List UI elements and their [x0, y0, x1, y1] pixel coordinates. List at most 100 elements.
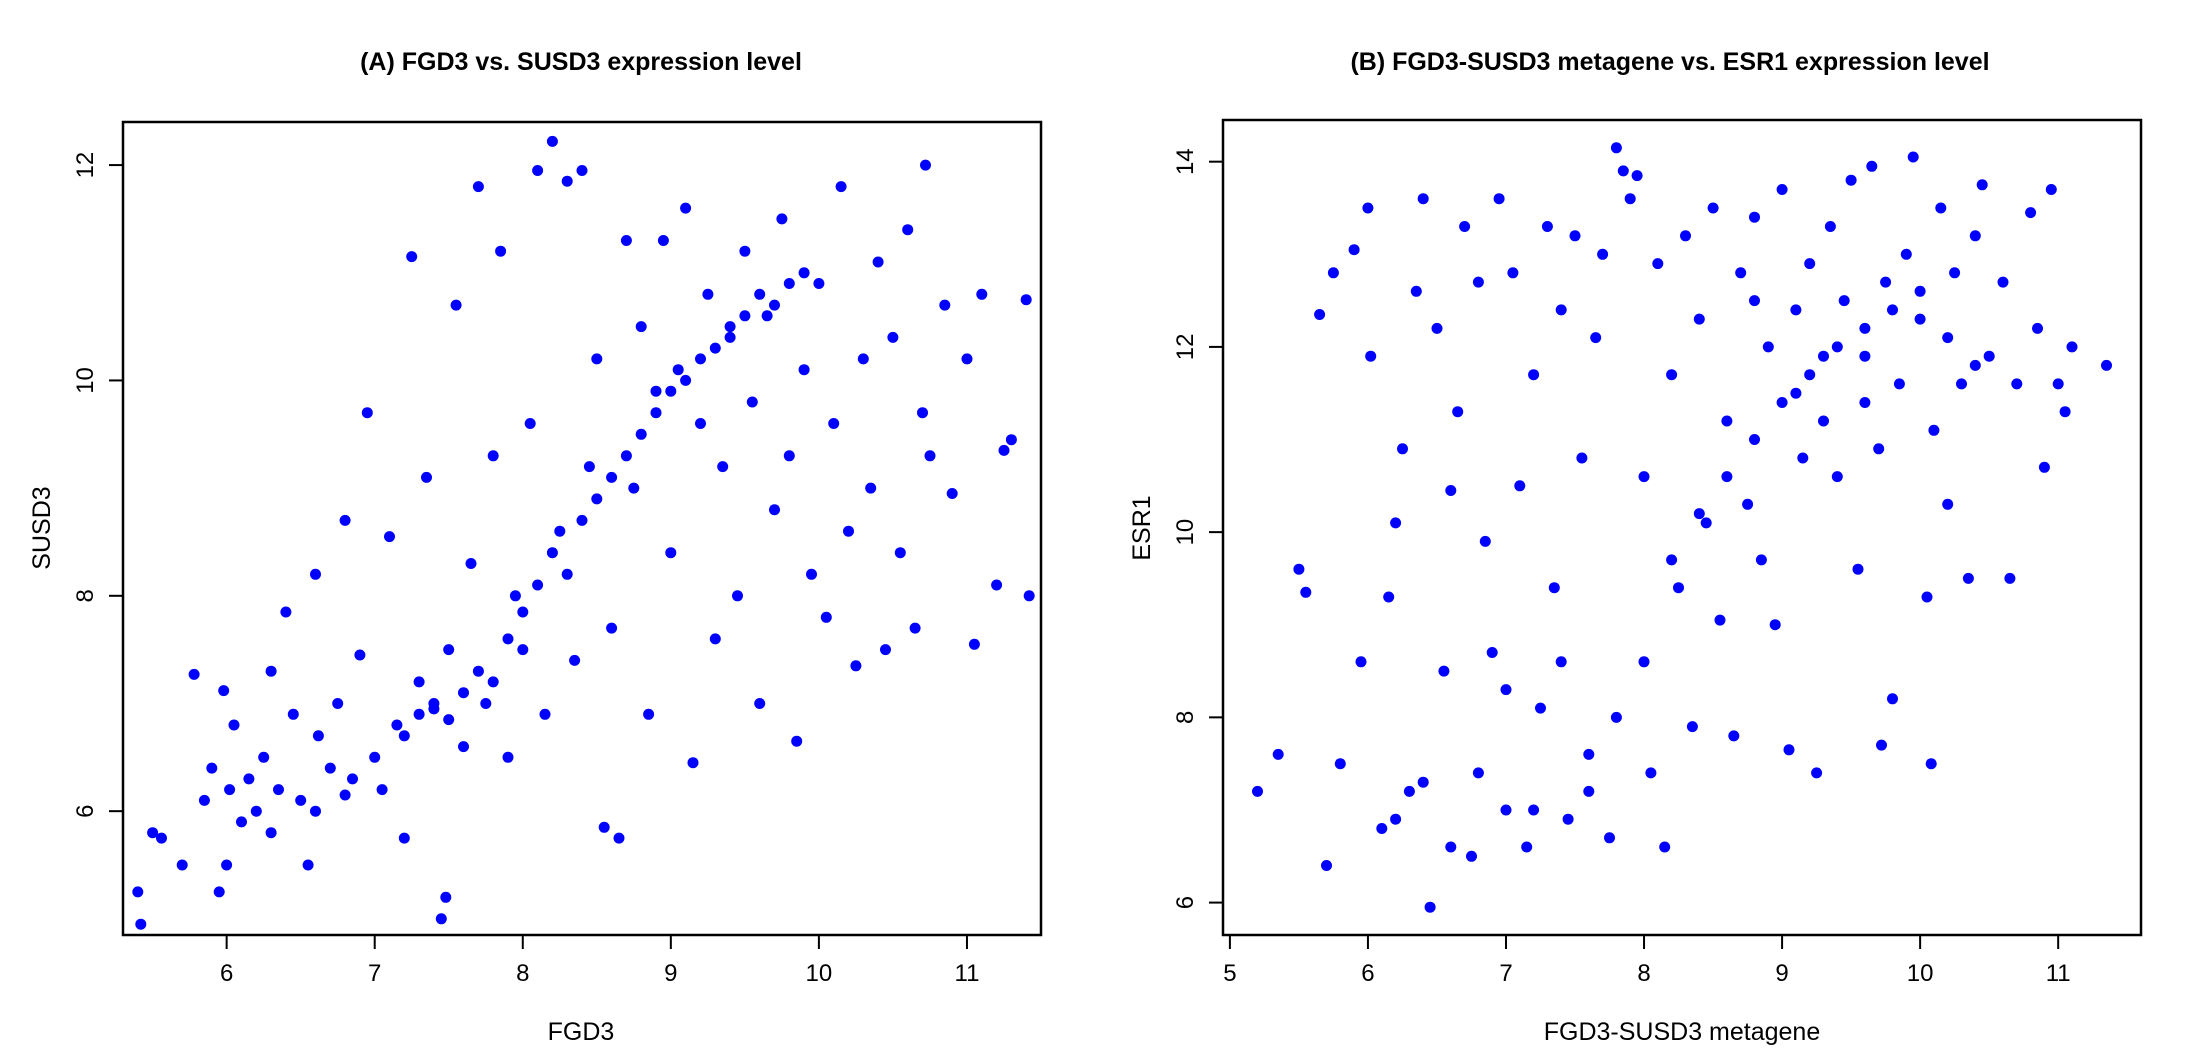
chart-b-plot-frame: [1221, 118, 2143, 937]
chart-b-point: [2025, 207, 2037, 219]
chart-b-y-tick-label: 12: [1172, 334, 1199, 361]
chart-a-point: [865, 482, 877, 494]
chart-a-point: [561, 175, 573, 187]
chart-a-point: [709, 342, 721, 354]
chart-b-point: [1521, 841, 1533, 853]
chart-b-point: [1859, 397, 1871, 408]
chart-b-point: [2045, 184, 2057, 195]
chart-b-point: [1859, 350, 1871, 362]
chart-b-point: [1590, 332, 1602, 344]
chart-b-y-tick-label: 8: [1172, 711, 1199, 724]
chart-a-point: [384, 531, 395, 543]
chart-b-point: [1514, 480, 1526, 492]
chart-b-point: [1493, 193, 1505, 205]
chart-b-points: [1252, 142, 2112, 913]
chart-b-point: [1528, 804, 1540, 816]
chart-b-point: [1790, 304, 1802, 316]
chart-b-point: [1880, 276, 1892, 288]
chart-a-point: [443, 714, 455, 726]
chart-b-point: [1355, 656, 1367, 668]
chart-a-point: [435, 913, 447, 925]
chart-a-point: [939, 299, 951, 311]
chart-b-point: [1831, 471, 1843, 483]
chart-a-point: [243, 773, 255, 785]
chart-b-point: [1293, 563, 1305, 575]
chart-b-point: [1749, 211, 1760, 223]
chart-b-point: [1445, 841, 1457, 853]
chart-b-point: [1962, 572, 1974, 584]
chart-a-point: [717, 461, 729, 473]
chart-b-point: [1417, 776, 1429, 788]
chart-a-point: [236, 816, 247, 828]
chart-a-point: [495, 245, 507, 257]
chart-a-point: [224, 784, 236, 796]
chart-b-point: [1390, 813, 1402, 825]
chart-a-y-ticks: 6 8 10 12: [72, 152, 123, 818]
chart-b-point: [1721, 415, 1733, 427]
chart-b-point: [1321, 860, 1332, 871]
chart-a-x-ticks: 6 7 8 9 10 11: [220, 935, 979, 987]
chart-a-point: [880, 644, 891, 656]
chart-a-point: [517, 606, 529, 618]
chart-b-y-tick-label: 6: [1172, 896, 1199, 909]
chart-b-x-tick-label: 6: [1361, 960, 1374, 987]
chart-a-point: [620, 450, 632, 462]
chart-a-point: [132, 886, 144, 898]
chart-a-point: [339, 514, 351, 526]
chart-b-point: [1976, 179, 1988, 191]
chart-a-point: [546, 547, 558, 559]
chart-a-point: [665, 385, 677, 397]
chart-b-point: [1334, 758, 1346, 770]
chart-a-point: [295, 794, 307, 806]
chart-b-point: [1362, 202, 1374, 214]
chart-a-point: [783, 278, 795, 289]
chart-a-point: [761, 310, 773, 322]
chart-a-point: [421, 471, 432, 483]
chart-a-x-tick-label: 9: [664, 960, 677, 987]
chart-b-y-tick-label: 14: [1172, 148, 1199, 175]
chart-a-point: [968, 638, 980, 650]
chart-b-point: [1397, 443, 1408, 455]
chart-b-point: [1873, 443, 1885, 455]
chart-b-x-tick-label: 7: [1499, 960, 1512, 987]
chart-a-x-tick-label: 7: [368, 960, 381, 987]
chart-b-point: [1624, 193, 1636, 205]
chart-a-point: [218, 685, 230, 697]
chart-a-y-tick-label: 6: [72, 804, 99, 817]
chart-b-point: [1900, 248, 1912, 260]
chart-a-point: [369, 751, 381, 763]
chart-b-point: [2052, 378, 2064, 390]
chart-a-point: [650, 407, 662, 419]
chart-b-point: [1645, 767, 1657, 779]
chart-a-point: [376, 784, 388, 796]
chart-a-x-tick-label: 11: [955, 960, 980, 987]
chart-b-point: [1365, 350, 1377, 362]
chart-b-point: [1783, 744, 1795, 756]
chart-a-x-tick-label: 8: [516, 960, 529, 987]
chart-b-point: [1555, 304, 1567, 316]
chart-b-y-ticks: 6 8 10 12 14: [1172, 148, 1223, 909]
chart-b-point: [1562, 813, 1574, 825]
chart-a-point: [946, 488, 958, 499]
chart-a-x-tick-label: 6: [220, 960, 233, 987]
chart-b-point: [1928, 424, 1940, 436]
chart-b-point: [1762, 341, 1774, 353]
chart-a-point: [347, 773, 358, 785]
chart-a-point: [606, 471, 618, 483]
chart-b-point: [1576, 452, 1588, 464]
chart-a-point: [687, 757, 699, 769]
chart-a-point: [406, 251, 418, 263]
chart-a-point: [472, 665, 484, 677]
chart-a-point: [398, 832, 410, 844]
chart-a-point: [650, 385, 662, 397]
chart-b-point: [1666, 554, 1678, 566]
chart-b-point: [1942, 332, 1954, 344]
chart-a-point: [665, 547, 677, 559]
chart-b-point: [1728, 730, 1740, 742]
chart-b-point: [1769, 619, 1781, 631]
chart-b-point: [1327, 267, 1339, 279]
chart-b-x-tick-label: 10: [1907, 960, 1934, 987]
chart-a-point: [776, 213, 788, 225]
chart-a-point: [324, 762, 336, 774]
chart-a-point: [188, 668, 200, 680]
